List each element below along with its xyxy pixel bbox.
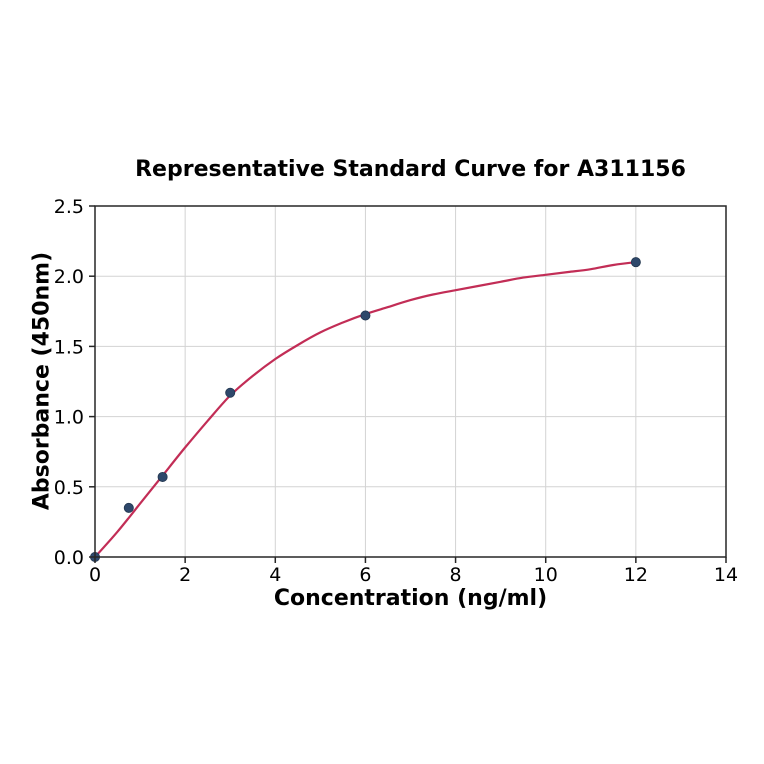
- axes-box: [94, 205, 727, 558]
- y-tick-label: 0.5: [54, 477, 84, 499]
- x-tick-label: 10: [534, 564, 558, 586]
- data-point: [225, 387, 236, 398]
- x-axis-label: Concentration (ng/ml): [273, 586, 548, 611]
- data-point: [360, 310, 371, 321]
- chart-title: Representative Standard Curve for A31115…: [135, 157, 686, 182]
- data-point: [123, 502, 134, 513]
- data-point: [157, 471, 168, 482]
- y-tick-label: 1.0: [54, 407, 84, 429]
- x-tick-label: 0: [89, 564, 101, 586]
- x-tick-label: 12: [624, 564, 648, 586]
- data-point: [630, 257, 641, 268]
- x-tick-label: 6: [359, 564, 371, 586]
- x-tick-label: 2: [179, 564, 191, 586]
- x-tick-label: 4: [269, 564, 281, 586]
- y-tick-label: 0.0: [54, 547, 84, 569]
- x-tick-label: 14: [714, 564, 738, 586]
- y-tick-label: 2.5: [54, 196, 84, 218]
- x-tick-label: 8: [450, 564, 462, 586]
- y-tick-label: 2.0: [54, 266, 84, 288]
- y-tick-label: 1.5: [54, 336, 84, 358]
